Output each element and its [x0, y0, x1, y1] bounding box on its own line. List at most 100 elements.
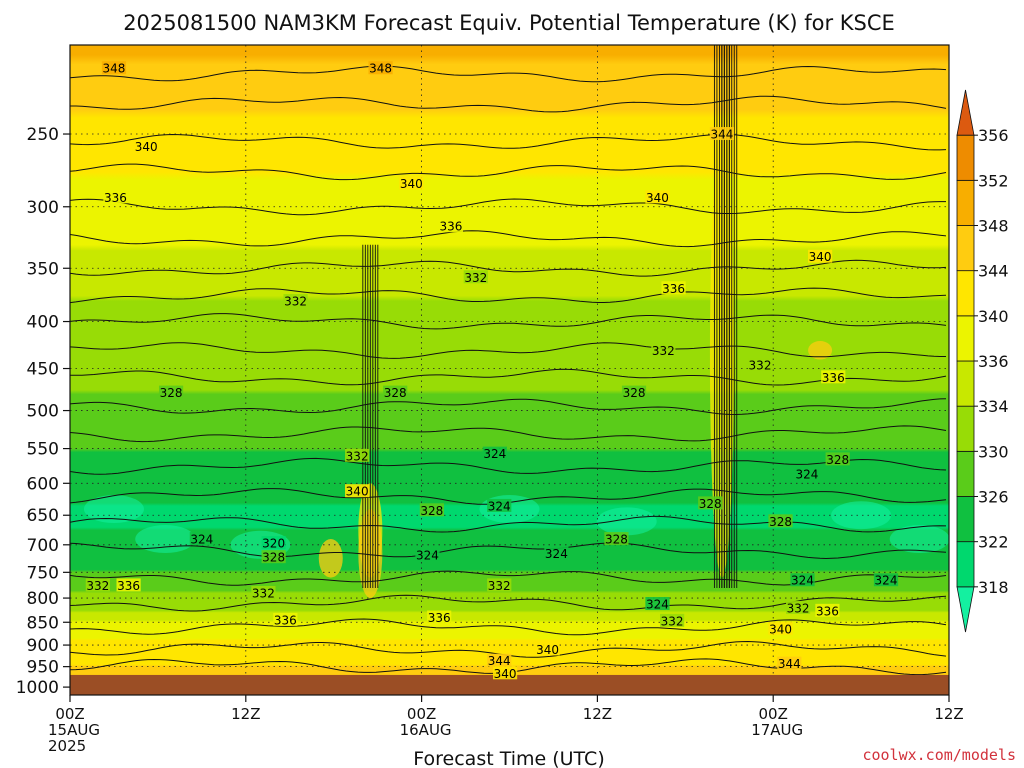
contour-label: 344: [710, 128, 733, 142]
contour-label: 348: [102, 62, 125, 76]
contour-label-bg: [815, 603, 840, 617]
contour-label-bg: [768, 621, 793, 635]
y-tick-label: 350: [27, 259, 59, 279]
contour-label: 324: [875, 574, 898, 588]
contour-label-bg: [101, 61, 127, 75]
contour-line-0: [70, 65, 947, 83]
contour-label-bg: [463, 270, 488, 284]
contour-label: 332: [252, 587, 275, 601]
watermark-text: coolwx.com/models: [862, 746, 1016, 764]
contour-label-bg: [535, 642, 560, 656]
x-tick-label: 00Z: [407, 705, 436, 723]
contour-label: 320: [262, 537, 285, 551]
x-tick-label: 12Z: [934, 705, 963, 723]
colorbar: 318 322 326 330 334 336 340 344 348 352 356: [956, 89, 1009, 633]
contour-label: 336: [274, 613, 297, 627]
contour-label: 332: [652, 344, 675, 358]
contour-label-bg: [825, 452, 850, 466]
contour-label-bg: [645, 597, 670, 611]
contour-label: 332: [787, 601, 810, 615]
contour-label: 336: [428, 611, 451, 625]
y-tick-label: 600: [27, 474, 59, 494]
x-tick-label: 00Z: [55, 705, 84, 723]
contour-line-8: [70, 313, 947, 330]
chart-title: 2025081500 NAM3KM Forecast Equiv. Potent…: [123, 11, 895, 35]
contour-label: 344: [778, 657, 801, 671]
colorbar-label: 348: [978, 217, 1009, 236]
contour-line-9: [70, 342, 946, 359]
contour-label-bg: [790, 573, 815, 587]
contour-label: 324: [795, 467, 818, 481]
contour-label: 328: [160, 386, 183, 400]
contour-label: 336: [104, 191, 127, 205]
contour-label: 328: [699, 497, 722, 511]
contour-label-bg: [383, 385, 408, 399]
contour-label: 328: [605, 533, 628, 547]
contour-label-bg: [709, 127, 735, 141]
contour-labels: 348 3483403403363443403403363323363323323…: [85, 61, 899, 681]
plot-grid: [70, 45, 949, 695]
contour-label: 324: [190, 533, 213, 547]
y-tick-label: 300: [27, 198, 59, 218]
contour-label: 324: [545, 547, 568, 561]
contour-label-bg: [487, 653, 512, 667]
y-tick-label: 500: [27, 402, 59, 422]
contour-label: 324: [488, 499, 511, 513]
y-tick-label: 250: [27, 125, 59, 145]
contour-line-16: [70, 542, 947, 560]
contour-label: 328: [262, 551, 285, 565]
contour-label: 328: [769, 515, 792, 529]
colorbar-band: [956, 450, 975, 497]
contour-label: 324: [416, 548, 439, 562]
y-tick-label: 1000: [16, 678, 59, 698]
contour-label-bg: [747, 357, 773, 371]
contour-label: 328: [623, 386, 646, 400]
x-tick-label: 2025: [48, 737, 86, 755]
contour-label-bg: [487, 498, 512, 512]
contour-line-7: [70, 287, 947, 304]
x-tick-label: 12Z: [231, 705, 260, 723]
contour-label-bg: [660, 613, 685, 627]
contour-label: 328: [420, 504, 443, 518]
colorbar-label: 344: [978, 262, 1009, 281]
contour-label-bg: [427, 610, 452, 624]
contour-label-bg: [621, 385, 647, 399]
y-tick-label: 400: [27, 313, 59, 333]
contour-label-bg: [493, 666, 518, 680]
contour-label-bg: [399, 176, 424, 190]
low-anomaly-5: [831, 501, 892, 530]
y-tick-label: 900: [27, 636, 59, 656]
contour-label: 332: [749, 358, 772, 372]
contour-label: 340: [646, 191, 669, 205]
anomaly-3: [318, 539, 343, 578]
contour-label: 336: [662, 282, 685, 296]
contour-label: 332: [464, 271, 487, 285]
contour-label-bg: [651, 343, 676, 357]
contour-label-bg: [645, 190, 670, 204]
contour-label: 332: [86, 579, 109, 593]
colorbar-band: [956, 496, 975, 543]
contour-label-bg: [821, 370, 846, 384]
anomaly-4: [808, 341, 833, 360]
y-tick-label: 800: [27, 589, 59, 609]
contour-line-13: [70, 457, 947, 475]
contour-label: 336: [822, 371, 845, 385]
contour-line-3: [70, 163, 947, 181]
contour-label: 332: [284, 295, 307, 309]
contour-label: 324: [791, 574, 814, 588]
contour-label-bg: [103, 190, 128, 204]
contour-label: 340: [346, 485, 369, 499]
contour-label-bg: [261, 536, 286, 550]
contour-label: 344: [488, 654, 511, 668]
colorbar-band: [956, 405, 975, 452]
y-tick-label: 450: [27, 360, 59, 380]
colorbar-label: 322: [978, 533, 1009, 552]
x-axis-label: Forecast Time (UTC): [413, 748, 604, 768]
contour-label: 340: [809, 250, 832, 264]
contour-label: 324: [646, 598, 669, 612]
contour-label: 336: [439, 220, 462, 234]
contour-label: 340: [536, 643, 559, 657]
y-tick-label: 550: [27, 440, 59, 460]
contour-label: 324: [483, 447, 506, 461]
